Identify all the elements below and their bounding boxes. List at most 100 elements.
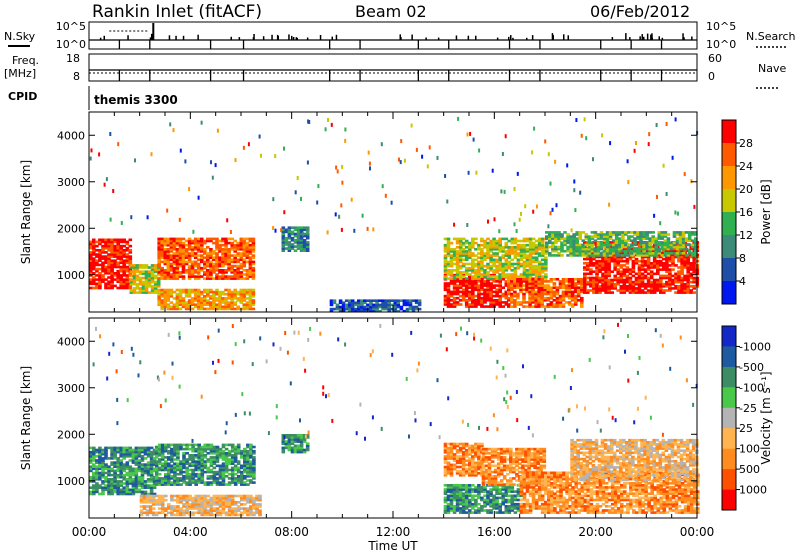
heatmap-cell [179,462,183,465]
heatmap-cell [215,307,219,311]
heatmap-cell [455,250,460,253]
heatmap-cell [598,264,602,267]
heatmap-cell [160,464,165,468]
heatmap-cell [471,264,475,268]
heatmap-cell [209,468,214,472]
heatmap-cell [92,463,96,466]
heatmap-cell [572,233,576,236]
heatmap-cell [179,447,183,451]
heatmap-cell [564,292,569,296]
heatmap-cell [681,245,686,249]
heatmap-cell [393,299,398,302]
heatmap-cell [557,247,561,251]
heatmap-cell [415,147,418,152]
heatmap-cell [206,460,211,463]
heatmap-cell [366,226,369,231]
heatmap-cell [483,290,487,294]
heatmap-cell [492,243,496,247]
heatmap-cell [631,266,636,269]
heatmap-cell [354,309,358,313]
heatmap-cell [224,468,229,472]
colorbar-segment [722,258,736,282]
heatmap-cell [495,254,499,257]
heatmap-cell [212,479,217,482]
heatmap-cell [449,273,454,276]
heatmap-cell [531,286,535,289]
heatmap-cell [251,307,256,311]
heatmap-cell [172,269,177,272]
heatmap-cell [107,467,111,471]
heatmap-cell [196,243,201,247]
heatmap-cell [212,241,216,245]
heatmap-cell [104,255,108,258]
heatmap-cell [513,278,517,281]
heatmap-cell [468,241,472,245]
heatmap-cell [188,456,192,459]
heatmap-cell [101,276,105,279]
heatmap-cell [593,235,598,238]
heatmap-cell [119,482,123,485]
heatmap-cell [341,305,346,309]
heatmap-cell [227,277,231,280]
heatmap-cell [510,269,515,272]
heatmap-cell [236,260,240,264]
heatmap-cell [160,449,165,453]
heatmap-cell [137,461,142,464]
heatmap-cell [191,470,195,474]
heatmap-cell [172,258,177,262]
heatmap-cell [134,475,139,479]
heatmap-cell [384,299,388,302]
heatmap-cell [637,245,642,248]
heatmap-cell [665,270,669,273]
heatmap-cell [483,254,487,257]
heatmap-cell [179,464,183,468]
heatmap-cell [487,219,489,224]
heatmap-cell [587,247,592,251]
heatmap-cell [160,237,164,241]
heatmap-cell [132,276,137,280]
heatmap-cell [101,246,105,250]
heatmap-cell [549,294,554,298]
heatmap-cell [119,265,123,269]
heatmap-cell [116,249,120,252]
heatmap-cell [230,470,235,474]
heatmap-cell [671,287,675,290]
heatmap-cell [590,247,595,251]
heatmap-cell [649,285,654,288]
heatmap-cell [167,464,171,468]
heatmap-cell [104,284,108,288]
heatmap-cell [116,457,120,460]
heatmap-cell [596,233,601,236]
heatmap-cell [89,272,93,275]
heatmap-cell [197,468,201,472]
heatmap-cell [471,243,475,247]
heatmap-cell [458,258,463,262]
heatmap-cell [221,237,225,241]
heatmap-cell [607,285,611,288]
heatmap-cell [209,297,213,300]
heatmap-cell [599,243,604,247]
heatmap-cell [116,480,120,483]
heatmap-cell [157,466,162,470]
heatmap-cell [471,254,475,257]
heatmap-cell [552,278,557,281]
heatmap-cell [522,273,527,276]
heatmap-cell [246,460,250,463]
heatmap-cell [547,224,550,229]
heatmap-cell [110,446,114,450]
heatmap-cell [580,301,584,304]
heatmap-cell [104,448,108,452]
heatmap-cell [245,277,250,280]
heatmap-cell [627,235,631,238]
heatmap-cell [489,246,493,249]
heatmap-cell [552,299,557,302]
heatmap-cell [172,303,177,306]
heatmap-cell [464,254,469,257]
heatmap-cell [200,266,204,270]
heatmap-cell [525,260,530,264]
heatmap-cell [557,237,561,240]
heatmap-cell [190,301,195,304]
heatmap-cell [290,245,295,248]
heatmap-cell [116,265,120,269]
